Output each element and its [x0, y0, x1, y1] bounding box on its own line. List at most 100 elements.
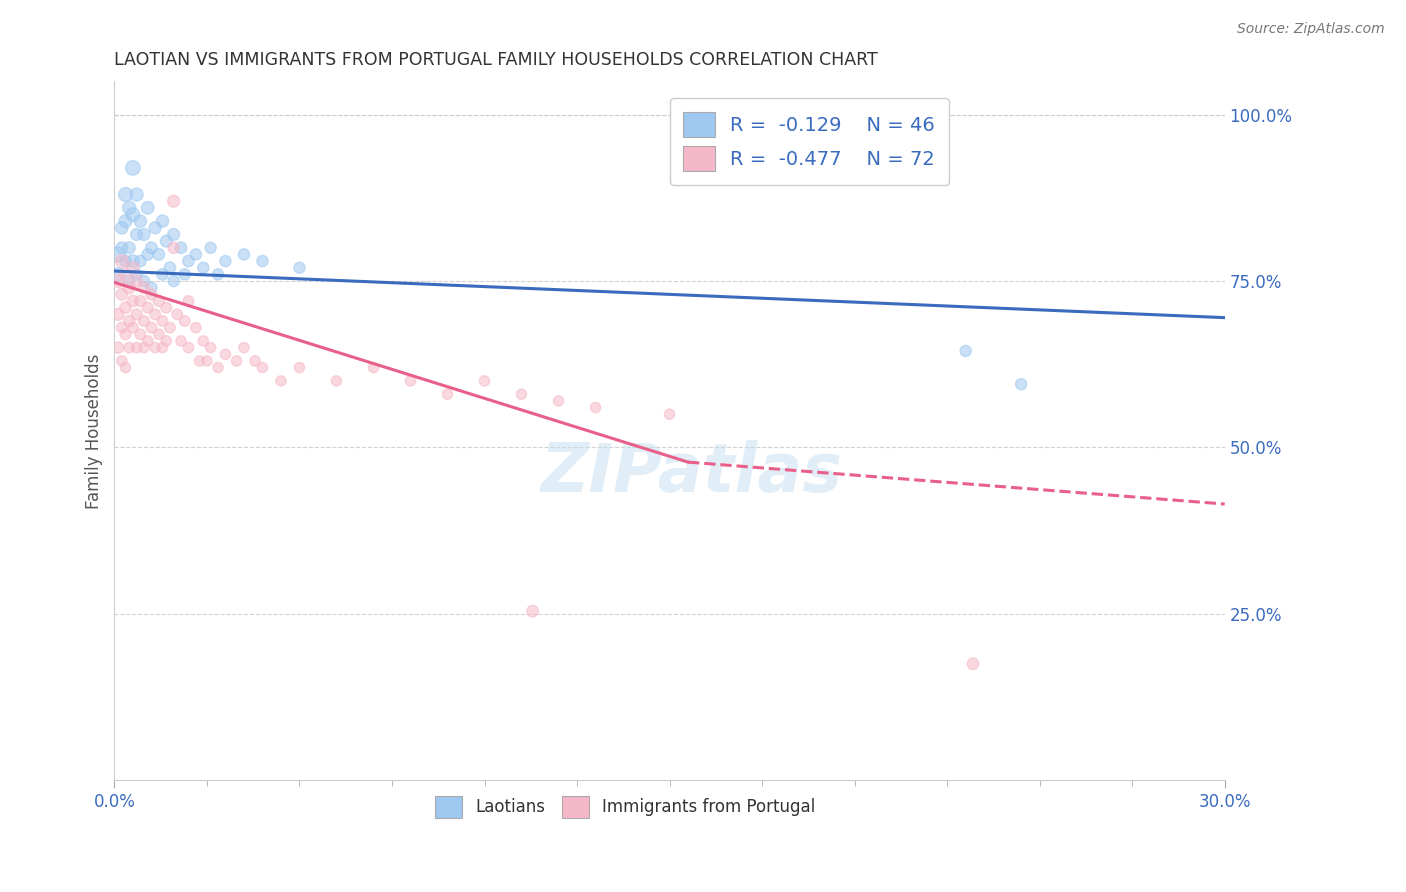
Point: [125, 274, 148, 288]
Point: [436, 387, 458, 401]
Point: [129, 254, 152, 268]
Point: [193, 334, 215, 348]
Point: [132, 274, 155, 288]
Point: [188, 354, 211, 368]
Point: [118, 274, 141, 288]
Point: [111, 220, 134, 235]
Text: ZIPatlas: ZIPatlas: [541, 440, 842, 506]
Point: [118, 281, 141, 295]
Point: [1010, 377, 1032, 392]
Point: [114, 187, 136, 202]
Point: [585, 401, 607, 415]
Point: [118, 314, 141, 328]
Point: [288, 260, 311, 275]
Point: [177, 341, 200, 355]
Point: [111, 254, 134, 268]
Point: [114, 268, 136, 282]
Y-axis label: Family Households: Family Households: [86, 353, 103, 508]
Point: [141, 281, 163, 295]
Point: [129, 293, 152, 308]
Point: [200, 241, 222, 255]
Point: [125, 268, 148, 282]
Point: [114, 301, 136, 315]
Point: [136, 247, 159, 261]
Point: [125, 187, 148, 202]
Point: [233, 247, 256, 261]
Point: [111, 320, 134, 334]
Point: [162, 241, 184, 255]
Point: [122, 161, 145, 175]
Point: [207, 360, 229, 375]
Point: [252, 254, 274, 268]
Point: [155, 334, 177, 348]
Point: [136, 334, 159, 348]
Point: [184, 247, 207, 261]
Point: [363, 360, 385, 375]
Point: [166, 307, 188, 321]
Point: [111, 354, 134, 368]
Point: [162, 274, 184, 288]
Point: [270, 374, 292, 388]
Point: [122, 207, 145, 221]
Point: [152, 314, 174, 328]
Point: [114, 214, 136, 228]
Point: [252, 360, 274, 375]
Point: [129, 327, 152, 342]
Point: [225, 354, 247, 368]
Text: Source: ZipAtlas.com: Source: ZipAtlas.com: [1237, 22, 1385, 37]
Point: [143, 341, 166, 355]
Point: [173, 314, 195, 328]
Point: [122, 293, 145, 308]
Point: [170, 241, 193, 255]
Point: [177, 254, 200, 268]
Point: [136, 301, 159, 315]
Point: [214, 254, 236, 268]
Point: [152, 268, 174, 282]
Point: [173, 268, 195, 282]
Point: [143, 307, 166, 321]
Point: [152, 214, 174, 228]
Point: [159, 260, 181, 275]
Point: [141, 241, 163, 255]
Point: [152, 341, 174, 355]
Point: [547, 393, 569, 408]
Point: [114, 254, 136, 268]
Point: [114, 360, 136, 375]
Point: [148, 247, 170, 261]
Point: [155, 301, 177, 315]
Text: LAOTIAN VS IMMIGRANTS FROM PORTUGAL FAMILY HOUSEHOLDS CORRELATION CHART: LAOTIAN VS IMMIGRANTS FROM PORTUGAL FAMI…: [114, 51, 879, 69]
Point: [207, 268, 229, 282]
Point: [136, 201, 159, 215]
Point: [132, 341, 155, 355]
Point: [129, 214, 152, 228]
Point: [125, 341, 148, 355]
Point: [125, 227, 148, 242]
Point: [118, 341, 141, 355]
Point: [107, 307, 129, 321]
Point: [510, 387, 533, 401]
Point: [111, 287, 134, 301]
Point: [474, 374, 496, 388]
Point: [288, 360, 311, 375]
Point: [162, 194, 184, 209]
Point: [111, 241, 134, 255]
Point: [200, 341, 222, 355]
Point: [155, 234, 177, 248]
Point: [658, 407, 681, 421]
Point: [177, 293, 200, 308]
Point: [170, 334, 193, 348]
Point: [233, 341, 256, 355]
Point: [125, 307, 148, 321]
Point: [114, 327, 136, 342]
Point: [195, 354, 218, 368]
Point: [143, 220, 166, 235]
Point: [132, 227, 155, 242]
Point: [193, 260, 215, 275]
Point: [243, 354, 266, 368]
Point: [122, 260, 145, 275]
Point: [118, 201, 141, 215]
Point: [148, 293, 170, 308]
Point: [162, 227, 184, 242]
Point: [107, 341, 129, 355]
Point: [399, 374, 422, 388]
